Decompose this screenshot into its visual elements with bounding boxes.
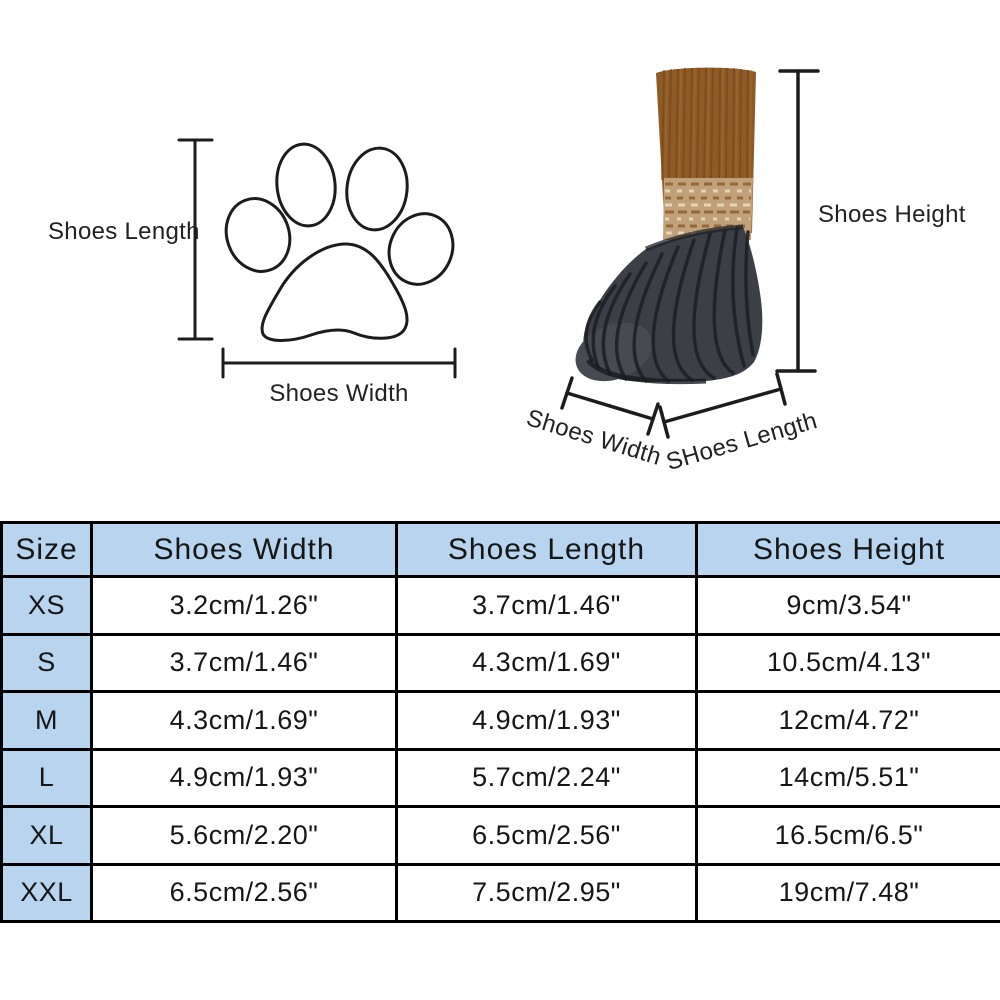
boot-length-dim-line [658, 372, 787, 439]
size-cell: XS [0, 575, 93, 636]
paw-toe-left [224, 197, 292, 273]
paw-width-bracket [221, 347, 457, 379]
length-cell: 4.9cm/1.93" [395, 690, 698, 751]
size-cell: M [0, 690, 93, 751]
height-cell: 9cm/3.54" [695, 575, 1000, 636]
boot-height-label: Shoes Height [818, 201, 966, 228]
table-row-s: S 3.7cm/1.46" 4.3cm/1.69" 10.5cm/4.13" [0, 632, 1000, 693]
size-chart-table: Size Shoes Width Shoes Length Shoes Heig… [0, 521, 1000, 923]
header-shoes-height: Shoes Height [695, 521, 1000, 578]
table-row-xl: XL 5.6cm/2.20" 6.5cm/2.56" 16.5cm/6.5" [0, 805, 1000, 866]
header-shoes-length: Shoes Length [395, 521, 698, 578]
dog-boot-photo [575, 67, 763, 385]
size-cell: XL [0, 805, 93, 866]
boot-width-dim-line [560, 376, 660, 436]
size-chart: Size Shoes Width Shoes Length Shoes Heig… [0, 521, 1000, 923]
paw-toe-right [387, 212, 455, 286]
paw-toe-midright [345, 146, 409, 232]
size-cell: S [0, 632, 93, 693]
width-cell: 4.3cm/1.69" [90, 690, 398, 751]
size-cell: L [0, 747, 93, 808]
paw-main-pad [260, 242, 409, 342]
length-cell: 4.3cm/1.69" [395, 632, 698, 693]
boot-height-bracket [775, 69, 820, 373]
table-row-xs: XS 3.2cm/1.26" 3.7cm/1.46" 9cm/3.54" [0, 575, 1000, 636]
measurement-diagram [177, 67, 820, 439]
length-cell: 7.5cm/2.95" [395, 862, 698, 923]
width-cell: 3.7cm/1.46" [90, 632, 398, 693]
header-row: Size Shoes Width Shoes Length Shoes Heig… [0, 521, 1000, 578]
height-cell: 14cm/5.51" [695, 747, 1000, 808]
height-cell: 19cm/7.48" [695, 862, 1000, 923]
table-row-l: L 4.9cm/1.93" 5.7cm/2.24" 14cm/5.51" [0, 747, 1000, 808]
width-cell: 4.9cm/1.93" [90, 747, 398, 808]
boot-tread-grooves [584, 226, 755, 383]
paw-toe-midleft [275, 142, 337, 228]
size-cell: XXL [0, 862, 93, 923]
length-cell: 5.7cm/2.24" [395, 747, 698, 808]
height-cell: 12cm/4.72" [695, 690, 1000, 751]
paw-print-illustration [224, 142, 455, 342]
width-cell: 3.2cm/1.26" [90, 575, 398, 636]
table-row-xxl: XXL 6.5cm/2.56" 7.5cm/2.95" 19cm/7.48" [0, 862, 1000, 923]
sock-rib-highlight [664, 67, 752, 181]
height-cell: 10.5cm/4.13" [695, 632, 1000, 693]
header-shoes-width: Shoes Width [90, 521, 398, 578]
length-cell: 3.7cm/1.46" [395, 575, 698, 636]
length-cell: 6.5cm/2.56" [395, 805, 698, 866]
height-cell: 16.5cm/6.5" [695, 805, 1000, 866]
sock-rib-texture [661, 67, 749, 181]
width-cell: 5.6cm/2.20" [90, 805, 398, 866]
paw-length-label: Shoes Length [48, 218, 200, 245]
header-size: Size [0, 521, 93, 578]
paw-length-bracket [177, 138, 214, 341]
width-cell: 6.5cm/2.56" [90, 862, 398, 923]
paw-width-label: Shoes Width [269, 380, 409, 407]
table-row-m: M 4.3cm/1.69" 4.9cm/1.93" 12cm/4.72" [0, 690, 1000, 751]
